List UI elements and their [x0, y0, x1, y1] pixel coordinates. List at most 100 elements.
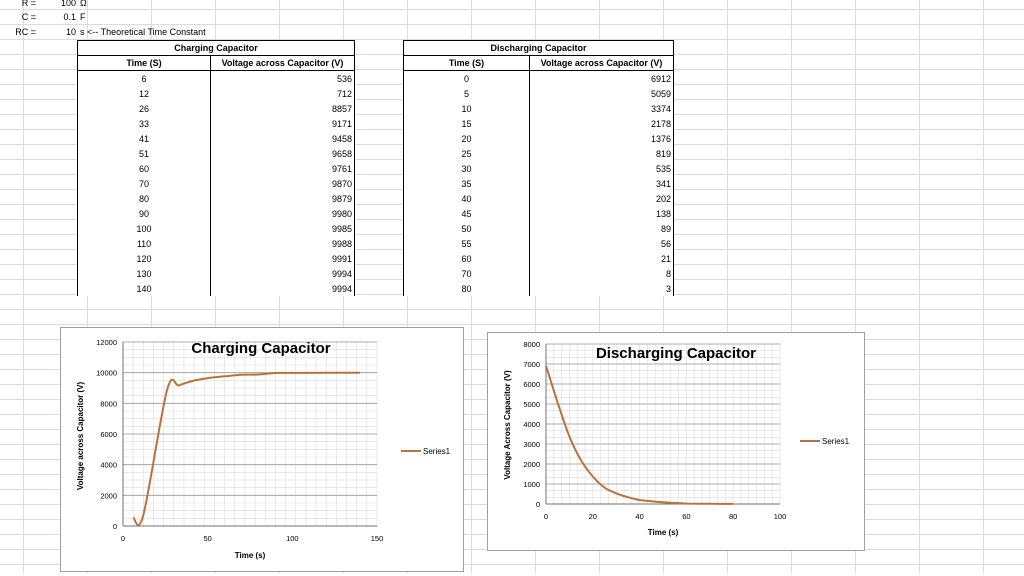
charging-header-voltage[interactable]: Voltage across Capacitor (V)	[210, 55, 355, 71]
discharging-voltage-cell[interactable]: 8	[529, 266, 674, 281]
charging-voltage-cell[interactable]: 8857	[210, 101, 355, 116]
charging-time-cell[interactable]: 41	[77, 131, 211, 146]
charging-table-title[interactable]: Charging Capacitor	[77, 40, 355, 56]
y-tick-label: 6000	[100, 430, 117, 439]
charging-voltage-cell[interactable]: 9991	[210, 251, 355, 266]
param-value-c[interactable]: 0.1	[63, 12, 76, 22]
charging-chart-svg: 0 2000 4000 6000 8000 10000 12000 0 50 100 150 Char…	[76, 338, 451, 560]
param-unit-r[interactable]: Ω	[80, 0, 87, 8]
charging-voltage-cell[interactable]: 9761	[210, 161, 355, 176]
charging-row: 80 9879	[77, 191, 355, 206]
discharging-voltage-cell[interactable]: 89	[529, 221, 674, 236]
discharging-time-cell[interactable]: 5	[403, 86, 530, 101]
charging-time-cell[interactable]: 33	[77, 116, 211, 131]
discharging-time-cell[interactable]: 70	[403, 266, 530, 281]
charging-row: 90 9980	[77, 206, 355, 221]
discharging-time-cell[interactable]: 10	[403, 101, 530, 116]
charging-time-cell[interactable]: 110	[77, 236, 211, 251]
charging-time-cell[interactable]: 26	[77, 101, 211, 116]
charging-voltage-cell[interactable]: 9985	[210, 221, 355, 236]
discharging-time-cell[interactable]: 25	[403, 146, 530, 161]
charging-time-cell[interactable]: 100	[77, 221, 211, 236]
y-tick-label: 1000	[523, 480, 540, 489]
discharging-time-cell[interactable]: 20	[403, 131, 530, 146]
charging-voltage-cell[interactable]: 9870	[210, 176, 355, 191]
discharging-time-cell[interactable]: 50	[403, 221, 530, 236]
charging-voltage-cell[interactable]: 9171	[210, 116, 355, 131]
param-value-r[interactable]: 100	[60, 0, 76, 8]
charging-voltage-cell[interactable]: 9994	[210, 266, 355, 281]
charging-row: 70 9870	[77, 176, 355, 191]
discharging-time-cell[interactable]: 35	[403, 176, 530, 191]
discharging-voltage-cell[interactable]: 341	[529, 176, 674, 191]
discharging-time-cell[interactable]: 0	[403, 70, 530, 86]
discharging-time-cell[interactable]: 80	[403, 281, 530, 296]
discharging-voltage-cell[interactable]: 3374	[529, 101, 674, 116]
param-label-rc[interactable]: RC =	[15, 27, 36, 37]
param-value-rc[interactable]: 10	[65, 27, 76, 37]
x-tick-label: 40	[635, 512, 643, 521]
charging-row: 6 536	[77, 70, 355, 86]
discharging-voltage-cell[interactable]: 1376	[529, 131, 674, 146]
y-tick-label: 4000	[523, 420, 540, 429]
discharging-time-cell[interactable]: 55	[403, 236, 530, 251]
chart-title: Discharging Capacitor	[596, 345, 756, 362]
charging-voltage-cell[interactable]: 9994	[210, 281, 355, 296]
y-tick-label: 4000	[100, 461, 117, 470]
discharging-row: 30 535	[403, 161, 674, 176]
charging-time-cell[interactable]: 51	[77, 146, 211, 161]
discharging-voltage-cell[interactable]: 6912	[529, 70, 674, 86]
discharging-header-time[interactable]: Time (S)	[403, 55, 530, 71]
discharging-row: 50 89	[403, 221, 674, 236]
param-label-c[interactable]: C =	[21, 12, 36, 22]
charging-row: 51 9658	[77, 146, 355, 161]
discharging-chart[interactable]: 0 1000 2000 3000 4000 5000 6000 7000 8000 0 20 40 60…	[487, 332, 865, 551]
charging-voltage-cell[interactable]: 9658	[210, 146, 355, 161]
charging-time-cell[interactable]: 140	[77, 281, 211, 296]
charging-time-cell[interactable]: 130	[77, 266, 211, 281]
charging-chart[interactable]: 0 2000 4000 6000 8000 10000 12000 0 50 100 150 Char…	[60, 327, 464, 572]
y-tick-label: 5000	[523, 400, 540, 409]
charging-voltage-cell[interactable]: 712	[210, 86, 355, 101]
discharging-voltage-cell[interactable]: 21	[529, 251, 674, 266]
discharging-voltage-cell[interactable]: 819	[529, 146, 674, 161]
discharging-voltage-cell[interactable]: 3	[529, 281, 674, 296]
discharging-time-cell[interactable]: 30	[403, 161, 530, 176]
param-label-r[interactable]: R =	[21, 0, 36, 8]
discharging-row: 25 819	[403, 146, 674, 161]
charging-voltage-cell[interactable]: 536	[210, 70, 355, 86]
discharging-row: 5 5059	[403, 86, 674, 101]
charging-time-cell[interactable]: 70	[77, 176, 211, 191]
discharging-row: 20 1376	[403, 131, 674, 146]
x-tick-label: 0	[544, 512, 548, 521]
charging-time-cell[interactable]: 120	[77, 251, 211, 266]
discharging-time-cell[interactable]: 40	[403, 191, 530, 206]
discharging-voltage-cell[interactable]: 2178	[529, 116, 674, 131]
discharging-voltage-cell[interactable]: 202	[529, 191, 674, 206]
x-tick-label: 0	[121, 534, 125, 543]
discharging-time-cell[interactable]: 60	[403, 251, 530, 266]
charging-header-time[interactable]: Time (S)	[77, 55, 211, 71]
charging-time-cell[interactable]: 60	[77, 161, 211, 176]
charging-time-cell[interactable]: 12	[77, 86, 211, 101]
charging-voltage-cell[interactable]: 9988	[210, 236, 355, 251]
charging-voltage-cell[interactable]: 9879	[210, 191, 355, 206]
charging-row: 140 9994	[77, 281, 355, 296]
discharging-voltage-cell[interactable]: 535	[529, 161, 674, 176]
discharging-voltage-cell[interactable]: 56	[529, 236, 674, 251]
charging-time-cell[interactable]: 90	[77, 206, 211, 221]
charging-voltage-cell[interactable]: 9980	[210, 206, 355, 221]
discharging-voltage-cell[interactable]: 138	[529, 206, 674, 221]
discharging-header-voltage[interactable]: Voltage across Capacitor (V)	[529, 55, 674, 71]
discharging-table-title[interactable]: Discharging Capacitor	[403, 40, 674, 56]
discharging-time-cell[interactable]: 45	[403, 206, 530, 221]
charging-time-cell[interactable]: 80	[77, 191, 211, 206]
charging-time-cell[interactable]: 6	[77, 70, 211, 86]
discharging-voltage-cell[interactable]: 5059	[529, 86, 674, 101]
discharging-row: 15 2178	[403, 116, 674, 131]
y-tick-label: 7000	[523, 360, 540, 369]
param-unit-rc[interactable]: s <-- Theoretical Time Constant	[80, 27, 206, 37]
param-unit-c[interactable]: F	[80, 12, 86, 22]
discharging-time-cell[interactable]: 15	[403, 116, 530, 131]
charging-voltage-cell[interactable]: 9458	[210, 131, 355, 146]
